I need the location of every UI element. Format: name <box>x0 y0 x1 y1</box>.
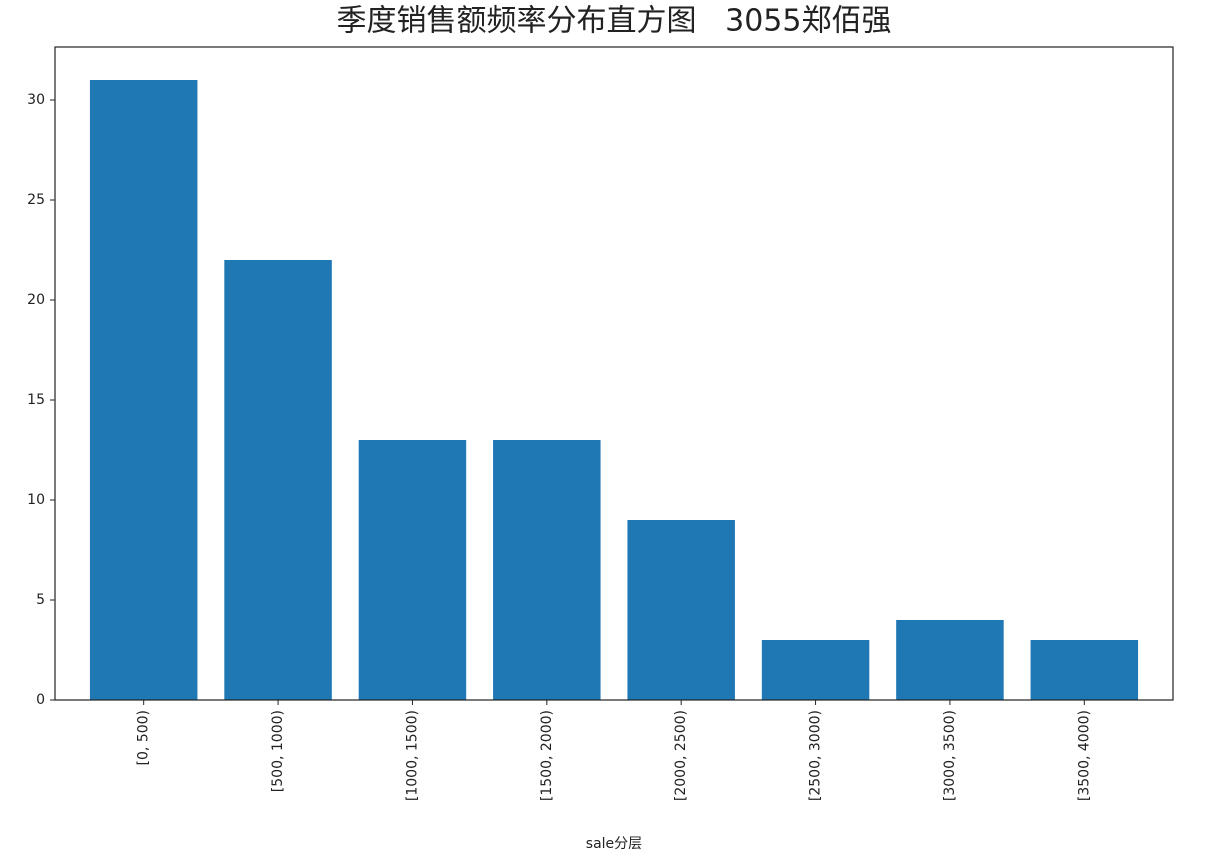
y-tick-label: 20 <box>27 292 45 308</box>
x-tick-label: [0, 500) <box>136 710 152 765</box>
bar <box>627 520 735 700</box>
y-tick-label: 10 <box>27 492 45 508</box>
x-tick-label: [1000, 1500) <box>404 710 420 801</box>
chart-title: 季度销售额频率分布直方图 3055郑佰强 <box>337 4 892 39</box>
bar <box>224 260 332 700</box>
y-tick-label: 0 <box>36 692 45 708</box>
x-tick-label: [2000, 2500) <box>673 710 689 801</box>
bar <box>1030 640 1139 700</box>
x-tick-label: [500, 1000) <box>270 710 286 792</box>
y-tick-label: 15 <box>27 392 45 408</box>
bar <box>89 80 198 700</box>
bar <box>358 440 467 700</box>
x-tick-label: [3000, 3500) <box>942 710 958 801</box>
x-tick-label: [1500, 2000) <box>539 710 555 801</box>
y-tick-label: 5 <box>36 592 45 608</box>
bar <box>493 440 601 700</box>
bar <box>896 620 1004 700</box>
bar <box>761 640 870 700</box>
y-tick-label: 30 <box>27 92 45 108</box>
plot-frame <box>54 46 1174 701</box>
x-axis-label: sale分层 <box>586 836 642 852</box>
x-tick-label: [2500, 3000) <box>808 710 824 801</box>
y-tick-label: 25 <box>27 192 45 208</box>
x-tick-label: [3500, 4000) <box>1076 710 1092 801</box>
